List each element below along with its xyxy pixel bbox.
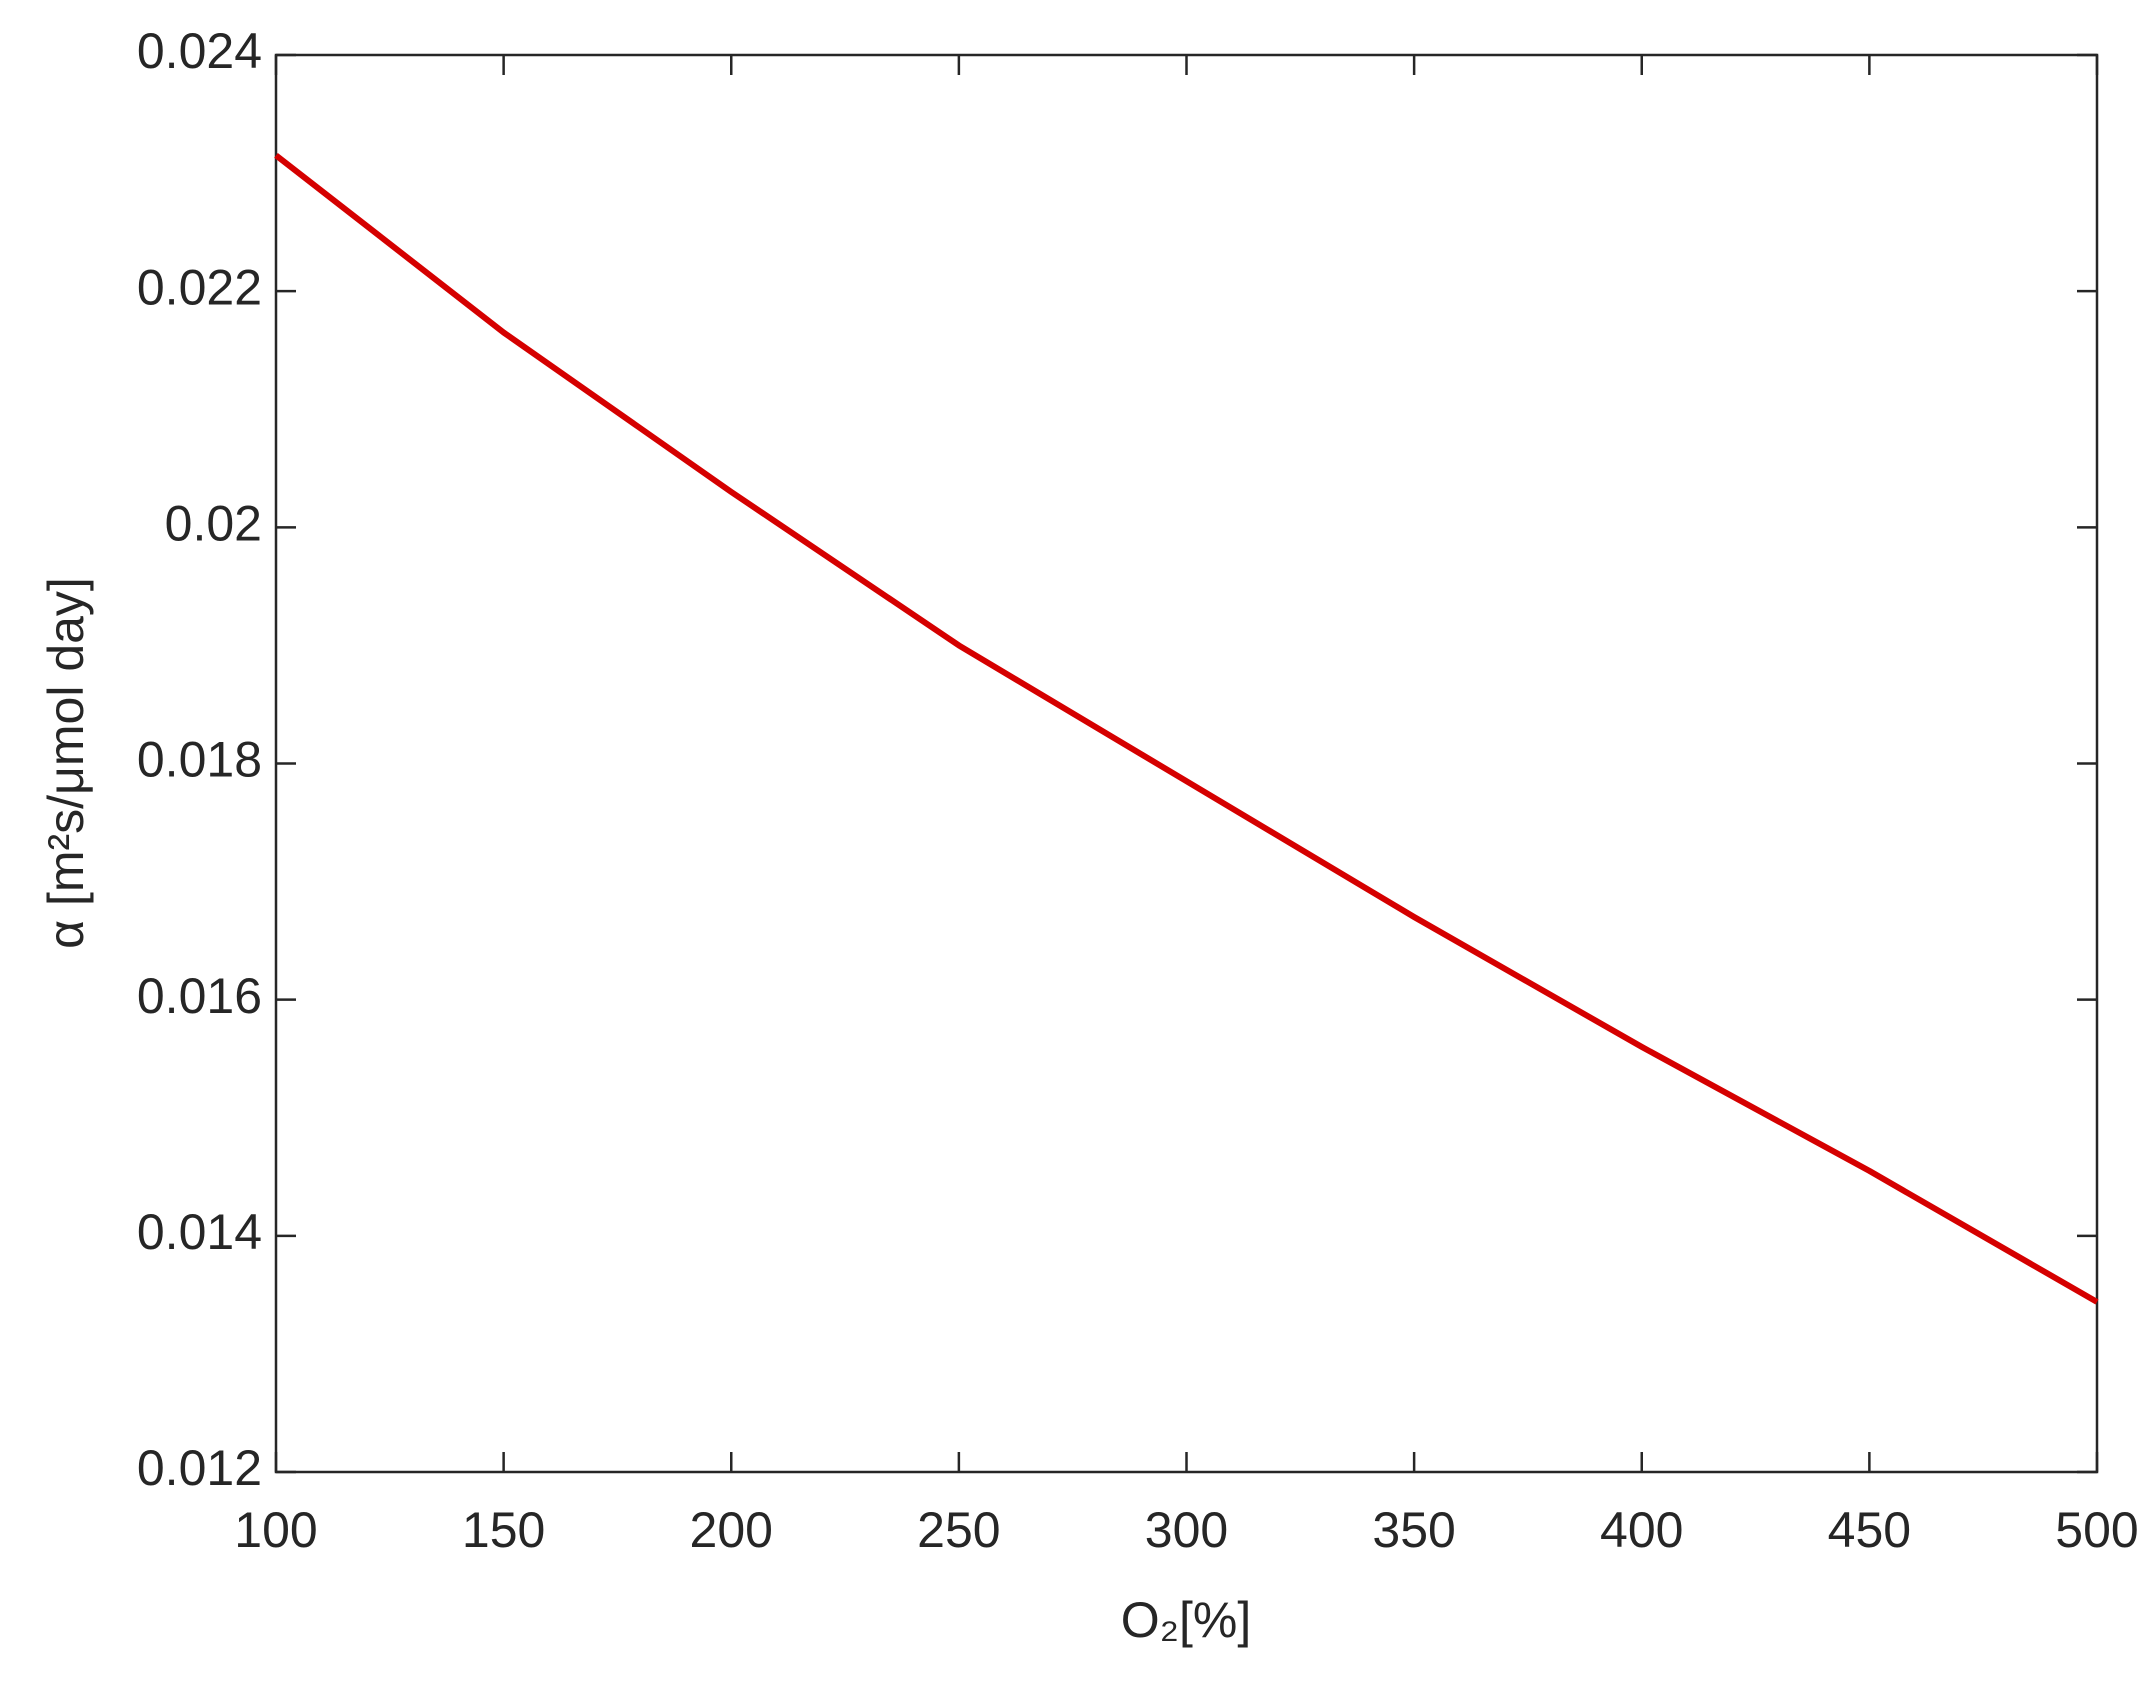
x-tick-label: 400: [1600, 1502, 1683, 1558]
x-tick-label: 200: [690, 1502, 773, 1558]
x-tick-label: 300: [1145, 1502, 1228, 1558]
y-tick-label: 0.024: [137, 23, 262, 79]
y-tick-label: 0.016: [137, 968, 262, 1024]
x-axis-label: O₂[%]: [1121, 1592, 1252, 1648]
y-tick-label: 0.02: [165, 496, 262, 552]
y-axis-label: α [m²s/μmol day]: [38, 577, 94, 949]
y-tick-label: 0.022: [137, 259, 262, 315]
x-tick-label: 150: [462, 1502, 545, 1558]
x-tick-label: 500: [2055, 1502, 2138, 1558]
x-tick-label: 350: [1372, 1502, 1455, 1558]
y-tick-label: 0.018: [137, 732, 262, 788]
x-tick-label: 450: [1828, 1502, 1911, 1558]
y-tick-label: 0.014: [137, 1204, 262, 1260]
x-tick-label: 250: [917, 1502, 1000, 1558]
data-line: [274, 153, 2099, 1305]
plot-area: [274, 53, 2099, 1474]
y-tick-label: 0.012: [137, 1440, 262, 1496]
x-tick-label: 100: [234, 1502, 317, 1558]
